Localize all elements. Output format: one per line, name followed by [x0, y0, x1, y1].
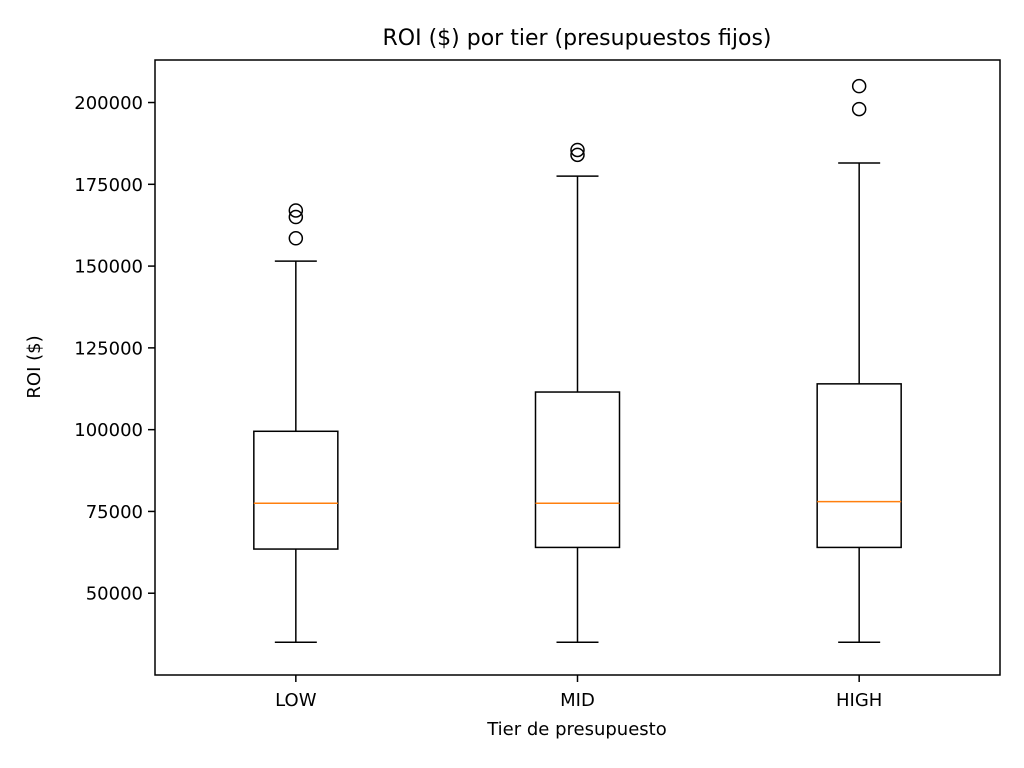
box-group-high: [816, 78, 902, 644]
y-tick-label: 50000: [86, 584, 143, 605]
x-tick-label: MID: [560, 690, 595, 711]
box-group-low: [253, 203, 339, 644]
x-axis: LOW MID HIGH: [275, 675, 882, 711]
outlier-point: [288, 209, 304, 225]
outlier-point: [851, 78, 867, 94]
outlier-point: [288, 231, 304, 246]
outlier-point: [570, 147, 585, 163]
chart-title: ROI ($) por tier (presupuestos fijos): [383, 26, 772, 51]
y-axis-label: ROI ($): [24, 335, 45, 398]
x-axis-label: Tier de presupuesto: [486, 719, 667, 740]
box-group-mid: [534, 142, 621, 644]
iqr-box: [534, 391, 621, 549]
y-tick-label: 75000: [86, 502, 143, 523]
y-tick-label: 175000: [74, 175, 143, 196]
y-axis: 50000 75000 100000 125000 150000 175000 200000: [74, 93, 155, 605]
outlier-point: [288, 203, 304, 218]
iqr-box: [816, 383, 902, 549]
y-tick-label: 200000: [74, 93, 143, 114]
outlier-point: [851, 101, 867, 117]
y-tick-label: 125000: [74, 338, 143, 359]
iqr-box: [253, 430, 339, 550]
outlier-point: [570, 142, 585, 158]
y-tick-label: 150000: [74, 257, 143, 278]
plot-area: [253, 78, 902, 644]
x-tick-label: LOW: [275, 690, 317, 711]
x-tick-label: HIGH: [836, 690, 882, 711]
y-tick-label: 100000: [74, 420, 143, 441]
